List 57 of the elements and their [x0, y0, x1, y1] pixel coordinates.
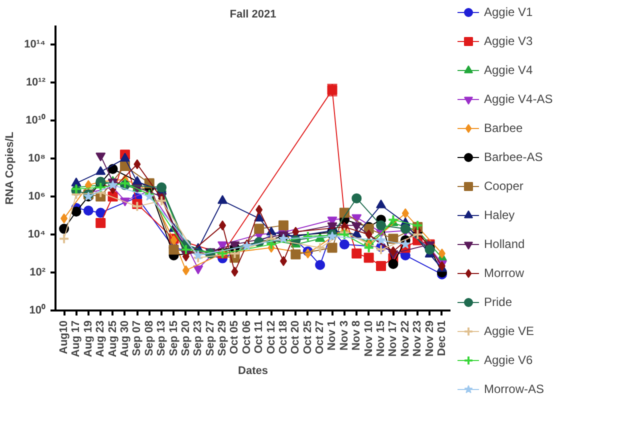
legend-label: Aggie VE	[484, 323, 534, 340]
legend-label: Morrow-AS	[484, 381, 544, 398]
x-tick-label: Aug 23	[94, 320, 107, 358]
x-tick-label: Oct 27	[314, 320, 326, 354]
legend-label: Barbee	[484, 120, 523, 137]
x-tick-label: Sep 27	[204, 320, 216, 356]
x-axis-title: Dates	[238, 365, 268, 378]
x-tick-label: Oct 20	[290, 320, 302, 354]
legend-label: Pride	[484, 294, 512, 311]
x-tick-label: Oct 06	[240, 320, 253, 354]
x-tick-label: Aug 19	[82, 320, 94, 358]
x-tick-label: Aug 17	[70, 320, 82, 358]
x-tick-label: Aug 30	[118, 320, 131, 358]
x-tick-label: Sep 20	[180, 320, 192, 356]
y-tick-label: 10⁰	[29, 304, 46, 316]
legend-label: Aggie V6	[484, 352, 533, 369]
legend-label: Aggie V4	[484, 62, 533, 79]
legend-label: Aggie V1	[484, 4, 533, 21]
y-tick-label: 10⁴	[28, 228, 46, 240]
x-tick-label: Oct 25	[302, 320, 314, 354]
x-tick-label: Nov 22	[399, 320, 412, 357]
x-tick-label: Oct 12	[265, 320, 278, 354]
legend-label: Barbee-AS	[484, 149, 543, 166]
y-tick-label: 10¹²	[26, 76, 46, 88]
x-tick-label: Sep 29	[216, 320, 229, 356]
y-tick-label: 10⁶	[28, 190, 46, 202]
x-tick-label: Sep 07	[131, 320, 144, 356]
legend-label: Holland	[484, 236, 525, 253]
x-tick-label: Sep 23	[192, 320, 204, 356]
x-tick-label: Aug10	[58, 320, 70, 354]
x-tick-label: Oct 05	[228, 320, 241, 354]
x-tick-label: Sep 13	[156, 320, 168, 356]
x-tick-label: Dec 01	[436, 320, 448, 356]
y-tick-label: 10²	[30, 266, 46, 278]
x-tick-label: Nov 10	[362, 320, 375, 357]
x-tick-label: Nov 23	[412, 320, 424, 357]
x-tick-label: Aug 25	[106, 320, 119, 358]
chart-title: Fall 2021	[230, 8, 276, 20]
x-tick-label: Nov 3	[338, 320, 350, 350]
x-tick-label: Nov 1	[326, 320, 338, 350]
y-tick-label: 10¹⁰	[26, 114, 46, 126]
y-tick-label: 10⁸	[28, 152, 46, 164]
x-tick-label: Nov 17	[387, 320, 400, 357]
x-tick-label: Sep 08	[143, 320, 156, 356]
x-tick-label: Oct 11	[253, 320, 266, 354]
x-tick-label: Nov 15	[375, 320, 388, 357]
legend-label: Morrow	[484, 265, 524, 282]
x-tick-label: Oct 18	[277, 320, 290, 354]
legend-label: Aggie V3	[484, 33, 533, 50]
y-tick-label: 10¹⁴	[24, 38, 46, 50]
y-axis-title: RNA Copies/L	[4, 131, 16, 205]
x-tick-label: Nov 29	[424, 320, 436, 357]
x-tick-label: Nov 8	[350, 320, 363, 350]
legend-label: Aggie V4-AS	[484, 91, 553, 108]
x-tick-label: Sep 15	[168, 320, 180, 356]
legend-label: Cooper	[484, 178, 524, 195]
legend-label: Haley	[484, 207, 515, 224]
